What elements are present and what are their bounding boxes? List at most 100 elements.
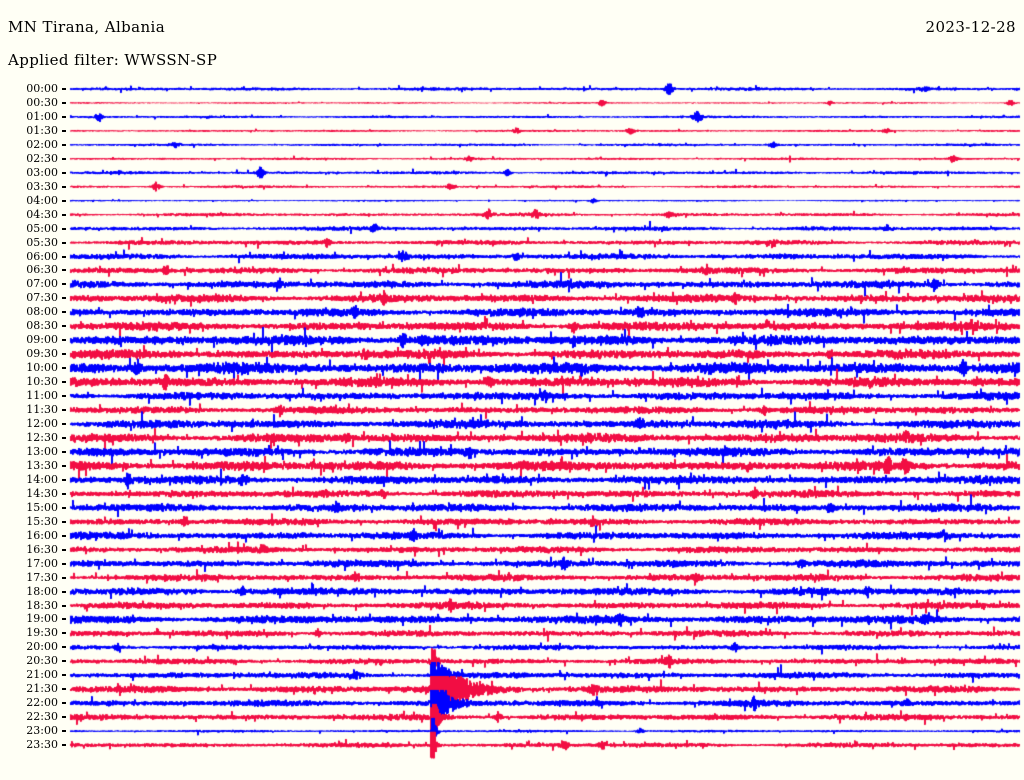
time-label-1530: 15:30 [26,514,58,528]
time-label-0600: 06:00 [26,249,58,263]
time-label-0000: 00:00 [26,82,58,95]
time-tick [62,423,66,426]
time-tick [62,381,66,384]
time-label-1100: 11:00 [26,389,58,403]
time-tick [62,129,66,132]
time-tick [62,143,66,146]
time-label-0730: 07:30 [26,291,58,305]
time-tick [62,185,66,188]
time-tick [62,339,66,342]
time-label-0030: 00:30 [26,95,58,109]
time-label-0530: 05:30 [26,235,58,249]
time-tick [62,227,66,230]
time-label-2300: 23:00 [26,724,58,738]
time-label-1400: 14:00 [26,472,58,486]
time-label-1130: 11:30 [26,403,58,417]
time-label-2130: 21:30 [26,682,58,696]
time-label-0830: 08:30 [26,319,58,333]
time-tick [62,213,66,216]
time-tick [62,506,66,509]
time-label-1730: 17:30 [26,570,58,584]
time-axis-labels: 00:00 00:30 01:00 01:30 02:00 02:30 03:00 03:30… [0,78,68,778]
time-tick [62,646,66,649]
time-label-0430: 04:30 [26,207,58,221]
applied-filter-label: Applied filter: WWSSN-SP [8,51,218,69]
time-label-0500: 05:00 [26,221,58,235]
time-tick [62,730,66,733]
time-label-0700: 07:00 [26,277,58,291]
time-label-0400: 04:00 [26,193,58,207]
time-tick [62,464,66,467]
time-tick [62,171,66,174]
time-label-1600: 16:00 [26,528,58,542]
time-label-0930: 09:30 [26,347,58,361]
time-tick [62,660,66,663]
time-label-0900: 09:00 [26,333,58,347]
time-label-2230: 22:30 [26,710,58,724]
time-label-0800: 08:00 [26,305,58,319]
time-tick [62,157,66,160]
time-label-1800: 18:00 [26,584,58,598]
record-date: 2023-12-28 [925,18,1016,36]
time-tick [62,492,66,495]
time-tick [62,325,66,328]
time-label-2200: 22:00 [26,696,58,710]
seismogram-traces-canvas[interactable] [0,78,1024,778]
time-tick [62,88,66,90]
time-label-2030: 20:30 [26,654,58,668]
time-label-1430: 14:30 [26,486,58,500]
time-label-0130: 01:30 [26,123,58,137]
time-tick [62,311,66,314]
time-tick [62,115,66,118]
time-tick [62,409,66,412]
time-label-1900: 19:00 [26,612,58,626]
time-label-0330: 03:30 [26,179,58,193]
time-label-0230: 02:30 [26,151,58,165]
time-tick [62,562,66,565]
time-tick [62,269,66,272]
time-label-1000: 10:00 [26,361,58,375]
time-tick [62,716,66,719]
time-tick [62,632,66,635]
time-tick [62,702,66,705]
time-tick [62,450,66,453]
time-label-2100: 21:00 [26,668,58,682]
time-tick [62,478,66,481]
time-label-1030: 10:30 [26,375,58,389]
time-tick [62,395,66,398]
time-tick [62,604,66,607]
time-label-1630: 16:30 [26,542,58,556]
time-tick [62,674,66,677]
time-label-1500: 15:00 [26,500,58,514]
time-tick [62,548,66,551]
station-title: MN Tirana, Albania [8,18,166,36]
time-tick [62,534,66,537]
time-label-0300: 03:00 [26,165,58,179]
time-label-2330: 23:30 [26,738,58,752]
time-label-1300: 13:00 [26,444,58,458]
time-label-1700: 17:00 [26,556,58,570]
time-tick [62,688,66,691]
time-tick [62,618,66,621]
time-label-1830: 18:30 [26,598,58,612]
time-label-2000: 20:00 [26,640,58,654]
time-tick [62,241,66,244]
time-tick [62,255,66,258]
time-tick [62,590,66,593]
time-tick [62,367,66,370]
time-tick [62,283,66,286]
time-tick [62,437,66,439]
time-label-0630: 06:30 [26,263,58,277]
time-label-1230: 12:30 [26,431,58,444]
time-tick [62,101,66,104]
time-label-0100: 01:00 [26,109,58,123]
time-tick [62,520,66,523]
time-label-1200: 12:00 [26,417,58,431]
seismogram-plot[interactable] [0,78,1024,778]
time-tick [62,199,66,202]
time-label-0200: 02:00 [26,137,58,151]
time-tick [62,297,66,300]
time-tick [62,576,66,579]
time-label-1330: 13:30 [26,458,58,472]
